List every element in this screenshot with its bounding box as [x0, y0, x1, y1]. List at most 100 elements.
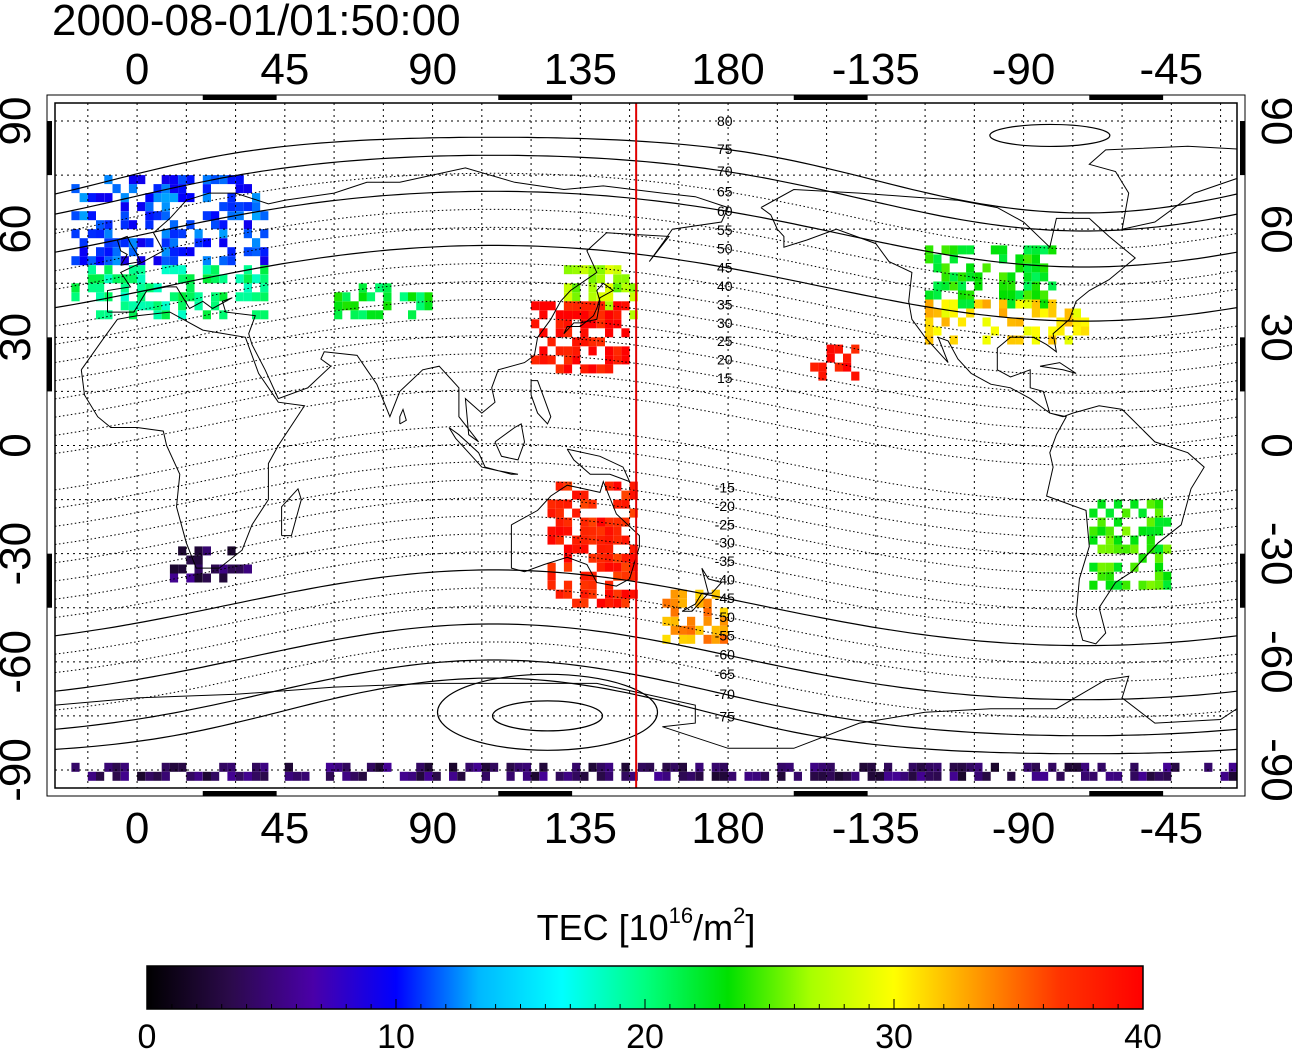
tec-cell — [243, 229, 252, 239]
mlat-contour — [55, 605, 1237, 683]
coastline-cuba — [1039, 362, 1077, 374]
mlat-label: 50 — [717, 241, 733, 257]
tec-cell — [235, 292, 244, 302]
lat-tick-right: -60 — [1252, 630, 1292, 694]
tec-cell — [719, 616, 729, 626]
tec-cell — [826, 344, 835, 354]
tec-cell — [1048, 762, 1057, 772]
tec-cell — [563, 771, 573, 781]
tec-cell — [366, 310, 376, 320]
mlat-label: -45 — [715, 590, 735, 606]
mlat-contour — [55, 461, 1237, 538]
tec-cell — [1130, 762, 1139, 772]
tec-cell — [999, 254, 1008, 264]
tec-cell — [112, 274, 121, 284]
tec-cell — [145, 193, 154, 203]
tec-cell — [153, 256, 162, 266]
tec-cell — [941, 263, 950, 273]
tec-cell — [613, 355, 622, 365]
tec-cell — [1130, 535, 1139, 545]
tec-cell — [744, 771, 753, 781]
tec-cell — [252, 274, 261, 284]
tec-cell — [1154, 562, 1164, 572]
tec-cell — [834, 362, 843, 372]
tec-cell — [416, 301, 425, 311]
tec-cell — [703, 634, 712, 644]
tec-cell — [531, 355, 540, 365]
tec-cell — [1064, 317, 1073, 327]
tec-cell — [457, 771, 466, 781]
tec-cell — [1097, 562, 1106, 572]
tec-cell — [596, 319, 605, 329]
tec-cell — [605, 544, 614, 554]
mlat-contour — [55, 479, 1237, 556]
tec-cell — [555, 499, 564, 509]
tec-cell — [1138, 553, 1147, 563]
tec-cell — [145, 238, 154, 248]
tec-cell — [605, 553, 614, 563]
map-plot-area — [55, 103, 1237, 788]
tec-cell — [1146, 544, 1155, 554]
tec-cell — [350, 301, 359, 311]
tec-cell — [1081, 762, 1090, 772]
tec-cell — [613, 589, 622, 599]
tec-cell — [169, 762, 179, 772]
tec-cell — [974, 281, 983, 291]
tec-cell — [843, 771, 852, 781]
tec-cell — [1064, 308, 1073, 318]
tec-cell — [1113, 580, 1123, 590]
mlat-label: 55 — [717, 222, 733, 238]
tec-cell — [1089, 580, 1098, 590]
tec-cell — [678, 625, 687, 635]
tec-cell — [933, 308, 942, 318]
tec-cell — [260, 310, 269, 320]
tec-cell — [974, 299, 983, 309]
tec-cell — [810, 771, 819, 781]
coastline-newguinea — [566, 448, 631, 483]
tec-cell — [260, 283, 269, 293]
tec-cell — [227, 175, 236, 185]
mlat-label: 35 — [717, 296, 733, 312]
tec-cell — [120, 238, 129, 248]
tec-cell — [342, 762, 351, 772]
mlat-label: 60 — [717, 203, 733, 219]
tec-cell — [572, 301, 581, 311]
lat-tick-right: 30 — [1252, 313, 1292, 362]
mlat-label: -60 — [715, 647, 735, 663]
tec-cell — [613, 319, 622, 329]
tec-cell — [580, 598, 589, 608]
lat-tick-left: 60 — [0, 205, 40, 254]
tec-cell — [227, 546, 236, 556]
mlat-contour — [55, 226, 1237, 304]
frame-bar — [793, 791, 868, 796]
tec-cell — [137, 238, 146, 248]
tec-cell — [153, 193, 162, 203]
tec-cell — [1015, 335, 1024, 345]
tec-cell — [555, 526, 564, 536]
tec-cell — [284, 771, 293, 781]
tec-cell — [563, 265, 573, 275]
tec-cell — [990, 245, 999, 255]
tec-cell — [678, 762, 687, 772]
tec-cell — [252, 202, 261, 212]
tec-cell — [169, 292, 179, 302]
tec-cell — [949, 281, 958, 291]
tec-cell — [563, 283, 573, 293]
tec-cell — [613, 517, 622, 527]
tec-cell — [1113, 499, 1123, 509]
tec-cell — [1163, 580, 1172, 590]
colorbar-tick-label: 0 — [137, 1018, 157, 1056]
tec-cell — [1072, 326, 1081, 336]
tec-cell — [1031, 254, 1040, 264]
tec-cell — [999, 281, 1008, 291]
tec-cell — [818, 362, 827, 372]
tec-cell — [71, 256, 80, 266]
tec-cell — [1007, 317, 1016, 327]
tec-cell — [1146, 517, 1155, 527]
tec-cell — [629, 571, 638, 581]
tec-cell — [1105, 508, 1114, 518]
tec-cell — [416, 771, 425, 781]
tec-cell — [325, 771, 335, 781]
tec-cell — [522, 771, 532, 781]
